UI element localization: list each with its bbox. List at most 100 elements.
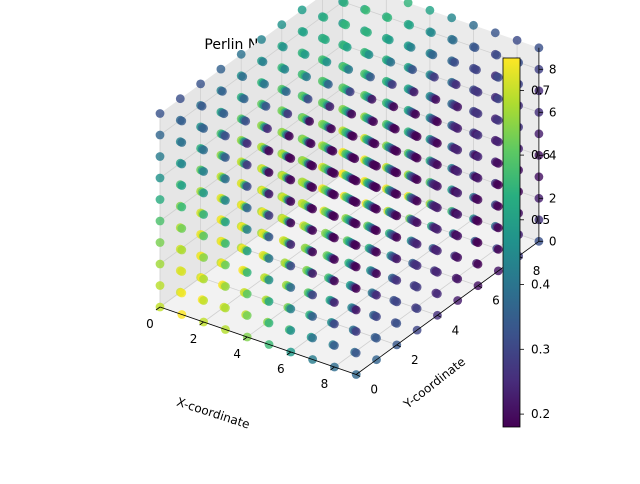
data-point xyxy=(453,210,463,219)
data-point xyxy=(433,246,442,256)
data-point xyxy=(348,132,358,141)
data-point xyxy=(330,298,339,307)
data-point xyxy=(427,28,436,37)
data-point xyxy=(470,43,480,52)
data-point xyxy=(238,72,248,81)
data-point xyxy=(242,289,252,299)
data-point xyxy=(493,159,503,168)
data-point xyxy=(473,259,483,269)
x-tick-mark xyxy=(199,321,204,326)
data-point xyxy=(433,224,442,234)
data-point xyxy=(242,203,252,213)
data-point xyxy=(297,5,307,15)
data-point xyxy=(430,72,439,82)
y-tick-mark xyxy=(356,374,361,377)
data-point xyxy=(493,137,503,147)
data-point xyxy=(155,195,165,204)
data-point xyxy=(221,174,230,184)
data-point xyxy=(386,57,396,67)
data-point xyxy=(428,50,438,60)
data-point xyxy=(330,233,339,243)
data-point xyxy=(493,94,503,104)
data-point xyxy=(155,259,165,269)
data-point xyxy=(425,5,435,15)
data-point xyxy=(258,57,268,67)
data-point xyxy=(433,267,442,277)
data-point xyxy=(392,297,402,307)
x-axis-line xyxy=(159,306,357,375)
data-point xyxy=(303,94,313,104)
data-point xyxy=(216,64,226,74)
data-point xyxy=(493,223,503,233)
data-point xyxy=(327,124,336,134)
data-point xyxy=(450,58,460,67)
data-point xyxy=(406,43,416,52)
data-point xyxy=(264,146,274,156)
data-point xyxy=(351,327,361,336)
data-point xyxy=(392,276,402,285)
data-point xyxy=(392,319,402,328)
data-point xyxy=(286,261,296,271)
data-point xyxy=(453,102,463,112)
data-point xyxy=(325,102,335,111)
data-point xyxy=(366,72,375,82)
data-point xyxy=(383,13,393,22)
data-point xyxy=(221,153,230,162)
data-point xyxy=(347,109,357,119)
data-point xyxy=(199,167,209,176)
data-point xyxy=(392,147,402,156)
colorbar-tick-label: 0.5 xyxy=(531,213,550,227)
data-point xyxy=(221,196,230,205)
data-point xyxy=(199,274,209,284)
y-tick-label: 2 xyxy=(411,353,419,367)
data-point xyxy=(392,211,402,221)
data-point xyxy=(199,210,209,219)
data-point xyxy=(330,319,339,329)
data-point xyxy=(175,94,185,104)
data-point xyxy=(155,152,165,161)
data-point xyxy=(433,117,442,127)
data-point xyxy=(433,181,442,191)
data-point xyxy=(493,116,503,125)
x-tick-label: 4 xyxy=(233,347,241,361)
data-point xyxy=(199,124,209,133)
data-point xyxy=(344,65,354,74)
data-point xyxy=(261,102,271,111)
z-tick-label: 4 xyxy=(549,148,557,162)
data-point xyxy=(453,274,463,284)
data-point xyxy=(493,180,503,190)
data-point xyxy=(241,116,251,126)
data-point xyxy=(242,139,252,148)
data-point xyxy=(264,232,274,242)
x-axis-label: X-coordinate xyxy=(175,395,252,432)
data-point xyxy=(411,109,420,119)
data-point xyxy=(155,109,165,118)
data-point xyxy=(221,260,230,270)
data-point xyxy=(308,161,317,171)
data-point xyxy=(264,168,274,177)
data-point xyxy=(286,240,296,249)
data-point xyxy=(177,116,187,126)
data-point xyxy=(219,109,229,119)
colorbar-tick-label: 0.7 xyxy=(531,83,550,97)
data-point xyxy=(350,154,360,164)
data-point xyxy=(412,304,422,313)
data-point xyxy=(493,245,503,254)
data-point xyxy=(453,188,463,198)
data-point xyxy=(221,131,230,141)
data-point xyxy=(473,152,483,162)
data-point xyxy=(322,57,332,67)
data-point xyxy=(286,175,296,185)
data-point xyxy=(408,65,417,75)
z-tick-label: 2 xyxy=(549,191,557,205)
data-point xyxy=(345,87,355,97)
axes-ticks: 0 2 4 6 8 0 2 4 6 8 0 2 4 6 8 xyxy=(146,62,556,396)
data-point xyxy=(308,183,317,192)
data-point xyxy=(351,262,361,272)
data-point xyxy=(264,211,274,220)
y-tick-label: 6 xyxy=(492,294,500,308)
data-point xyxy=(392,168,402,178)
data-point xyxy=(390,124,400,134)
data-point xyxy=(473,173,483,183)
